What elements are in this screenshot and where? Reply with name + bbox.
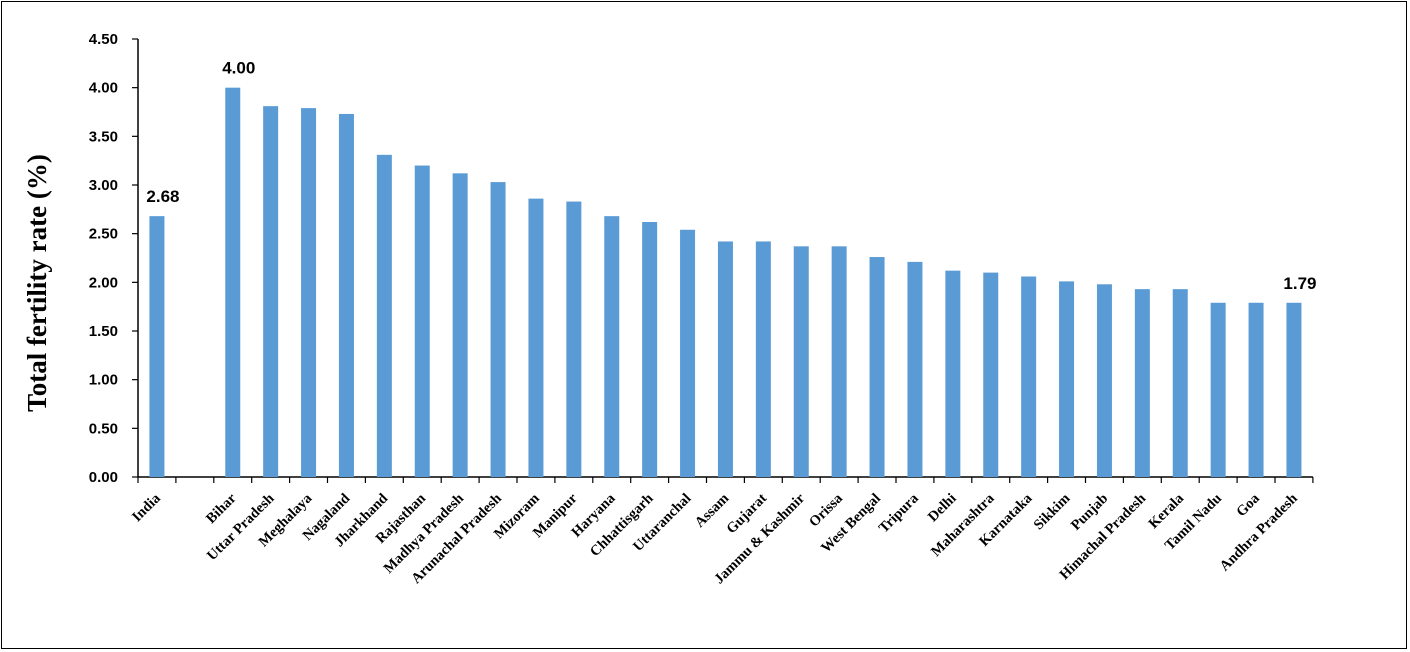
bar: [793, 246, 809, 477]
y-tick-label: 2.50: [89, 226, 118, 243]
x-category-label: Tripura: [876, 490, 922, 536]
bar: [1210, 302, 1226, 477]
bar: [149, 216, 165, 477]
bar: [983, 272, 999, 477]
x-category-label: India: [129, 490, 164, 525]
data-label: 4.00: [222, 59, 255, 78]
bar: [945, 270, 961, 477]
bar: [263, 106, 279, 477]
bar: [225, 87, 241, 478]
y-tick-label: 3.50: [89, 128, 118, 145]
x-category-label: Delhi: [925, 491, 960, 526]
y-axis-label: Total fertility rate (%): [22, 154, 52, 412]
bar: [490, 182, 506, 477]
y-tick-label: 3.00: [89, 177, 118, 194]
bar: [680, 229, 696, 477]
y-tick-label: 4.00: [89, 80, 118, 97]
bar: [1059, 281, 1075, 477]
y-tick-label: 4.50: [89, 31, 118, 48]
data-label: 1.79: [1283, 274, 1316, 293]
bar: [755, 241, 771, 477]
x-category-label: Goa: [1233, 490, 1263, 520]
y-tick-label: 1.00: [89, 372, 118, 389]
bar: [338, 113, 354, 478]
bar: [831, 246, 847, 477]
bar: [301, 108, 317, 478]
y-tick-label: 1.50: [89, 323, 118, 340]
bar: [1021, 276, 1037, 477]
y-tick-label: 0.50: [89, 420, 118, 437]
bar: [642, 221, 658, 477]
bar: [566, 201, 582, 477]
bar: [907, 261, 923, 477]
bar: [1096, 284, 1112, 477]
bar: [528, 198, 544, 478]
bar: [376, 154, 392, 477]
bar: [452, 173, 468, 477]
y-tick-label: 2.00: [89, 274, 118, 291]
bar: [869, 257, 885, 477]
bar: [414, 165, 430, 478]
bar: [604, 216, 620, 477]
y-tick-label: 0.00: [89, 469, 118, 486]
bar: [1172, 289, 1188, 477]
bar: [1248, 302, 1264, 477]
data-label: 2.68: [146, 187, 179, 206]
bar: [1286, 302, 1302, 477]
x-category-label: Sikkim: [1031, 491, 1074, 534]
bar: [717, 241, 733, 477]
bar: [1134, 289, 1150, 477]
